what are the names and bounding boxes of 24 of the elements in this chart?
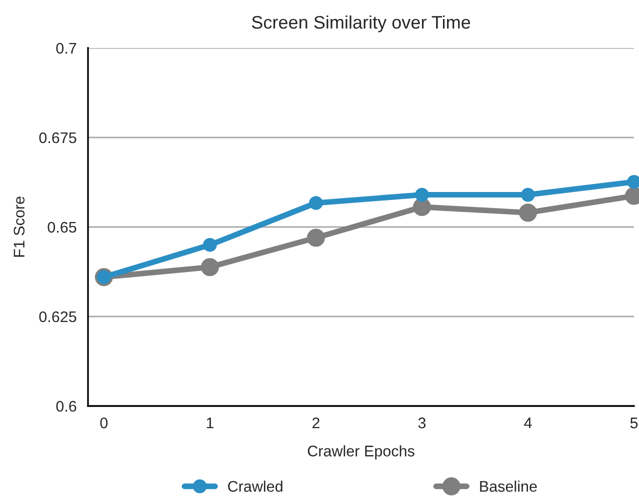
legend-label: Crawled — [228, 480, 282, 492]
point — [202, 238, 217, 252]
point — [521, 188, 535, 202]
y-tick-label: 0.7 — [56, 42, 76, 54]
point — [415, 188, 429, 202]
y-tick-label: 0.625 — [39, 311, 76, 322]
point — [518, 204, 538, 222]
y-tick-label: 0.675 — [39, 132, 76, 144]
y-tick-label: 0.6 — [56, 400, 76, 412]
x-tick-label: 1 — [206, 418, 214, 428]
legend-label: Baseline — [480, 480, 537, 492]
x-tick-label: 0 — [100, 418, 108, 428]
y-tick-label: 0.65 — [48, 222, 76, 233]
point — [308, 196, 323, 210]
point — [306, 228, 325, 247]
x-tick-label: 5 — [630, 418, 638, 428]
point — [412, 198, 431, 216]
x-axis-title: Crawler Epochs — [308, 445, 414, 460]
x-tick-label: 4 — [524, 418, 532, 428]
point — [200, 258, 219, 276]
x-tick-label: 3 — [418, 418, 426, 428]
chart-title: Screen Similarity over Time — [252, 15, 470, 32]
y-axis-title: F1 Score — [14, 196, 25, 257]
x-tick-label: 2 — [312, 418, 320, 428]
